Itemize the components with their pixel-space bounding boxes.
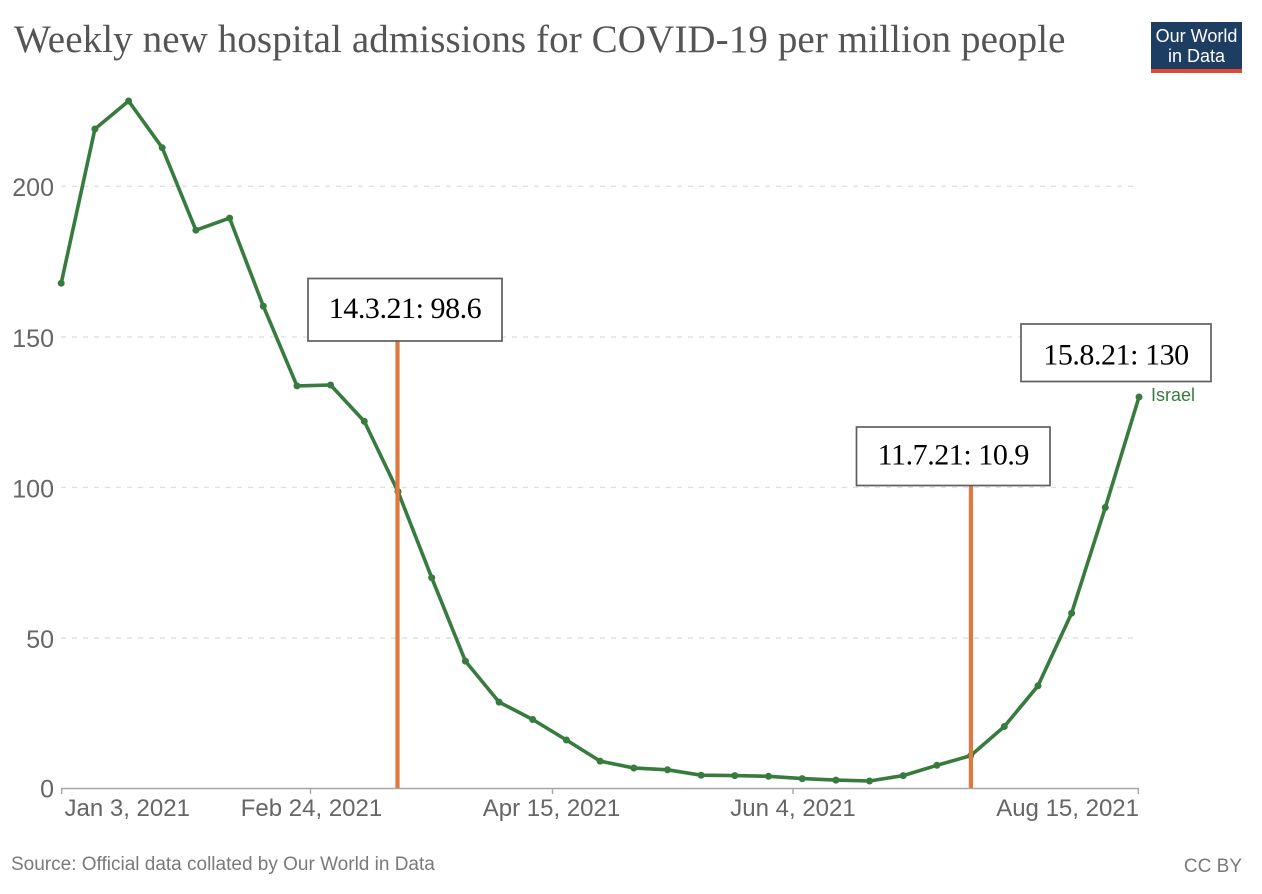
svg-text:0: 0 (40, 776, 54, 804)
svg-text:200: 200 (12, 174, 54, 202)
svg-text:Aug 15, 2021: Aug 15, 2021 (996, 795, 1139, 822)
svg-text:50: 50 (26, 626, 54, 654)
svg-text:150: 150 (12, 325, 54, 353)
svg-text:100: 100 (12, 475, 54, 503)
svg-text:Israel: Israel (1151, 385, 1195, 405)
svg-text:14.3.21: 98.6: 14.3.21: 98.6 (329, 292, 482, 325)
svg-text:Jun 4, 2021: Jun 4, 2021 (730, 795, 855, 822)
svg-text:11.7.21: 10.9: 11.7.21: 10.9 (878, 439, 1029, 472)
svg-text:15.8.21: 130: 15.8.21: 130 (1043, 339, 1188, 372)
svg-text:Feb 24, 2021: Feb 24, 2021 (241, 795, 382, 822)
svg-text:Apr 15, 2021: Apr 15, 2021 (483, 795, 620, 822)
svg-text:Jan 3, 2021: Jan 3, 2021 (65, 795, 190, 822)
